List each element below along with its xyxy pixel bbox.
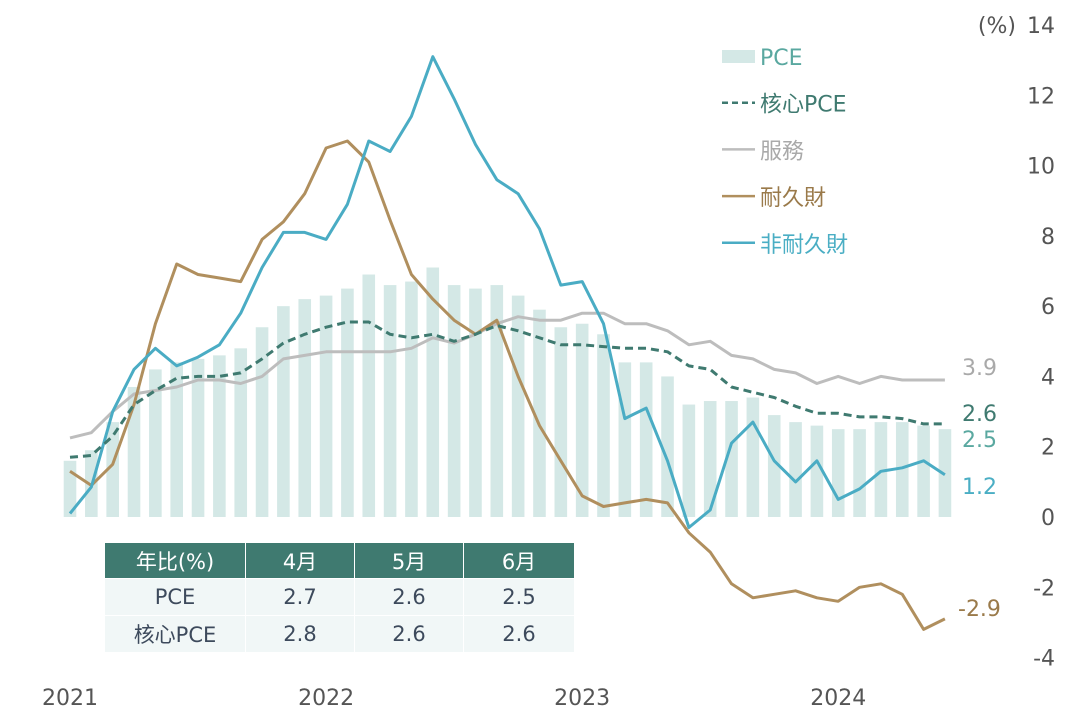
legend-label: PCE xyxy=(760,46,803,71)
series-line-3 xyxy=(69,139,946,631)
table-cell: 2.5 xyxy=(463,578,575,616)
pce-bar xyxy=(405,281,418,517)
legend-label: 核心PCE xyxy=(760,93,847,118)
legend-swatch-bar xyxy=(722,50,755,63)
x-axis: 2021 2022 2023 2024 xyxy=(42,686,866,711)
pce-bar xyxy=(298,299,312,517)
table-row: 核心PCE 2.8 2.6 2.6 xyxy=(105,615,575,652)
pce-bar xyxy=(511,295,525,517)
pce-bar xyxy=(255,327,269,517)
pce-bar xyxy=(597,334,610,517)
pce-bar xyxy=(618,362,632,517)
pce-bar xyxy=(746,397,760,517)
x-year-label: 2024 xyxy=(810,686,866,711)
table-header: 年比(%) xyxy=(105,543,246,579)
x-year-label: 2021 xyxy=(42,686,98,711)
pce-bars xyxy=(63,267,952,517)
x-year-label: 2022 xyxy=(298,686,354,711)
end-label: 2.6 xyxy=(962,402,997,427)
pce-bar xyxy=(917,425,930,517)
pce-bar xyxy=(575,323,589,517)
y-tick-label: 12 xyxy=(1027,84,1055,109)
pce-bar xyxy=(874,422,888,517)
y-tick-label: 4 xyxy=(1041,365,1055,390)
pce-bar xyxy=(170,362,183,517)
summary-table: 年比(%) 4月 5月 6月 PCE 2.7 2.6 2.5 核心PCE 2.8… xyxy=(105,543,575,652)
pce-bar xyxy=(661,376,674,517)
series-lines xyxy=(68,55,946,631)
x-year-label: 2023 xyxy=(554,686,610,711)
pce-bar xyxy=(106,422,119,517)
pce-bar xyxy=(703,401,717,517)
pce-bar xyxy=(682,404,696,517)
y-tick-label: -2 xyxy=(1033,576,1055,601)
pce-bar xyxy=(362,274,376,517)
table-header: 5月 xyxy=(354,543,464,579)
pce-bar xyxy=(639,362,653,517)
pce-bar xyxy=(277,306,290,517)
pce-bar xyxy=(341,288,354,517)
y-tick-label: 14 xyxy=(1027,14,1055,39)
legend-label: 耐久財 xyxy=(760,186,826,211)
pce-bar xyxy=(853,429,866,517)
series-line-4 xyxy=(68,55,946,529)
pce-bar xyxy=(767,415,781,517)
pce-bar xyxy=(725,401,738,517)
y-tick-label: 2 xyxy=(1041,436,1055,461)
table-cell: 2.6 xyxy=(354,578,464,616)
end-label: 1.2 xyxy=(962,475,997,500)
series-line-2 xyxy=(69,311,945,440)
pce-bar xyxy=(810,425,824,517)
pce-bar xyxy=(533,309,546,517)
pce-bar xyxy=(831,429,845,517)
y-axis: (%) 14 12 10 8 6 4 2 0 -2 -4 xyxy=(978,14,1055,672)
pce-bar xyxy=(127,386,141,517)
table-cell: 2.8 xyxy=(245,615,355,652)
y-tick-label: 0 xyxy=(1041,506,1055,531)
end-labels: 2.52.6 3.9 -2.9 1.2 xyxy=(958,356,1001,622)
table-header: 4月 xyxy=(245,543,355,579)
pce-bar xyxy=(469,288,482,517)
pce-bar xyxy=(213,355,226,517)
pce-bar xyxy=(234,348,248,517)
pce-bar xyxy=(426,267,440,517)
y-tick-label: -4 xyxy=(1033,647,1055,672)
pce-bar xyxy=(789,422,802,517)
y-tick-label: 8 xyxy=(1041,225,1055,250)
pce-bar xyxy=(149,369,162,517)
table-cell: PCE xyxy=(105,578,246,616)
y-tick-label: 6 xyxy=(1041,295,1055,320)
pce-bar xyxy=(554,327,568,517)
pce-bar xyxy=(895,422,909,517)
y-tick-label: 10 xyxy=(1027,155,1055,180)
end-label: -2.9 xyxy=(958,597,1001,622)
legend-label: 非耐久財 xyxy=(760,233,848,258)
pce-bar xyxy=(319,295,333,517)
end-label: 3.9 xyxy=(962,356,997,381)
pce-bar xyxy=(191,358,205,517)
table-header: 6月 xyxy=(463,543,575,579)
end-label: 2.5 xyxy=(962,428,997,453)
series-line-1 xyxy=(69,320,945,459)
pce-bar xyxy=(383,285,397,517)
table-cell: 2.6 xyxy=(463,615,575,652)
table-cell: 核心PCE xyxy=(105,615,246,652)
table-row: PCE 2.7 2.6 2.5 xyxy=(105,578,575,616)
y-unit-label: (%) xyxy=(978,14,1016,39)
pce-bar xyxy=(490,285,504,517)
table-cell: 2.6 xyxy=(354,615,464,652)
table-cell: 2.7 xyxy=(245,578,355,616)
legend-label: 服務 xyxy=(760,139,804,164)
table-header-row: 年比(%) 4月 5月 6月 xyxy=(105,543,575,579)
